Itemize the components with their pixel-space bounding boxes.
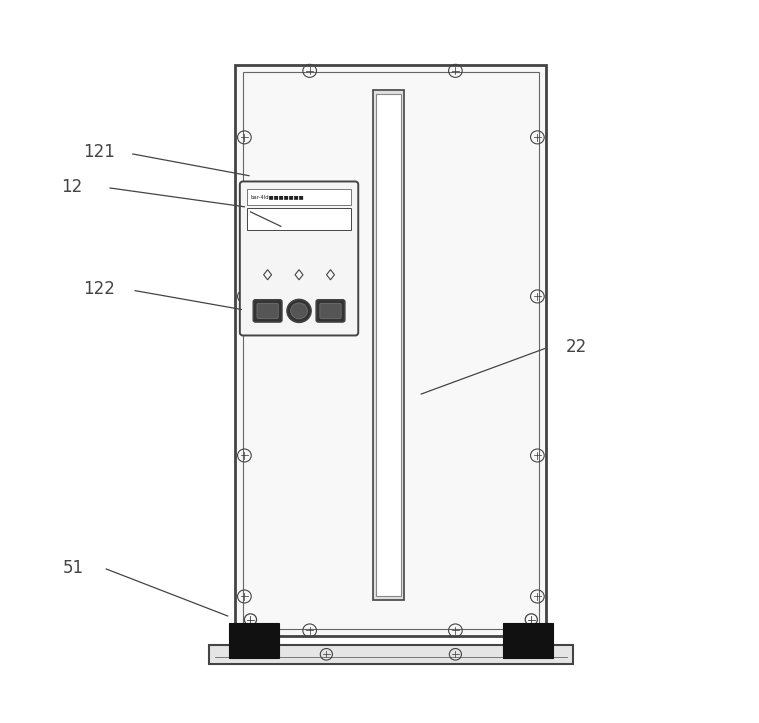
Text: 12: 12 [61,178,83,195]
Bar [247,189,351,205]
FancyBboxPatch shape [254,299,282,322]
Bar [229,623,279,658]
Bar [243,72,539,629]
Circle shape [287,299,311,322]
Text: 121: 121 [83,143,115,161]
Text: 122: 122 [83,281,115,298]
FancyBboxPatch shape [316,299,345,322]
FancyBboxPatch shape [240,181,358,335]
Bar [247,208,351,230]
Bar [376,94,401,596]
Bar [503,623,553,658]
Bar [373,90,404,600]
FancyBboxPatch shape [320,303,341,318]
Bar [235,65,546,636]
Text: bar-4ld■■■■■■■: bar-4ld■■■■■■■ [250,194,304,199]
Text: 22: 22 [566,338,587,356]
Bar [209,645,573,664]
Text: 51: 51 [63,559,84,576]
Circle shape [291,303,307,319]
FancyBboxPatch shape [257,303,279,318]
